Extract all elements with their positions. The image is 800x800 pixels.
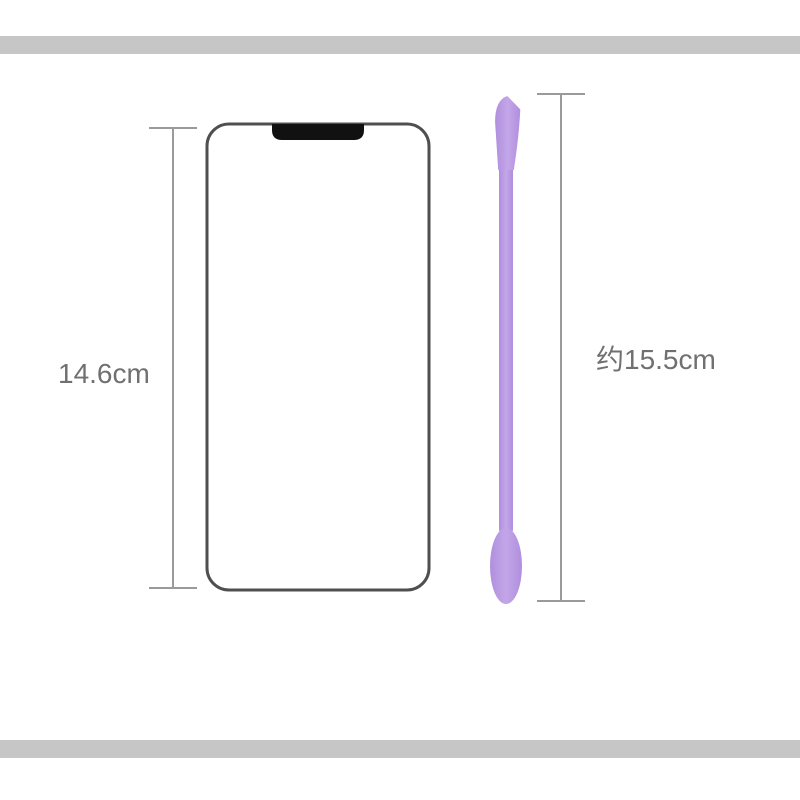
diagram-frame: 14.6cm 约15.5cm <box>0 0 800 800</box>
phone-height-label: 14.6cm <box>58 358 150 390</box>
spatula-length-label: 约15.5cm <box>596 338 716 378</box>
spatula-tool <box>0 0 800 800</box>
